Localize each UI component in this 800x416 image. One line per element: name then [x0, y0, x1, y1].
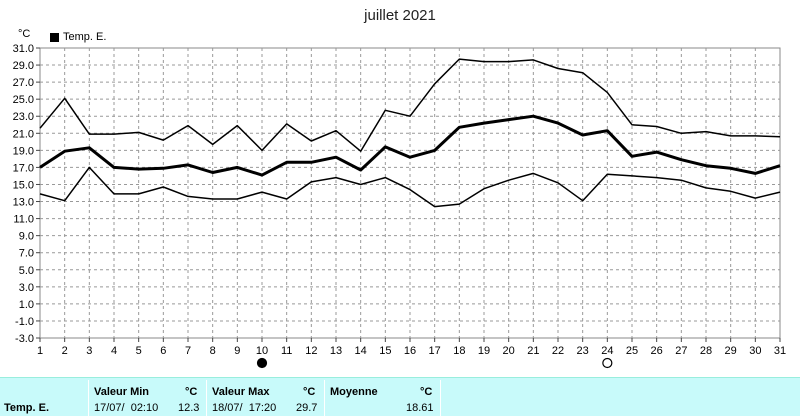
x-tick-label: 1: [37, 345, 43, 357]
x-tick-label: 20: [503, 345, 515, 357]
x-tick-label: 18: [453, 345, 465, 357]
y-tick-label: 23.0: [13, 111, 34, 123]
x-tick-label: 3: [86, 345, 92, 357]
y-tick-label: -1.0: [15, 316, 34, 328]
x-tick-label: 12: [305, 345, 317, 357]
y-tick-label: -3.0: [15, 333, 34, 345]
x-tick-label: 27: [675, 345, 687, 357]
x-tick-label: 4: [111, 345, 117, 357]
min-header: Valeur Min: [94, 386, 150, 398]
new-moon-icon: [602, 357, 613, 369]
stats-table: Temp. E. Valeur Min °C 17/07/ 02:10 12.3…: [0, 377, 800, 416]
y-tick-label: 17.0: [13, 162, 34, 174]
legend-swatch: [50, 32, 59, 42]
y-tick-label: 3.0: [19, 282, 34, 294]
max-unit: °C: [303, 386, 316, 398]
x-tick-label: 19: [478, 345, 490, 357]
x-tick-label: 31: [774, 345, 786, 357]
y-tick-label: 9.0: [19, 231, 34, 243]
min-unit: °C: [185, 386, 198, 398]
x-tick-label: 17: [429, 345, 441, 357]
series-line-min: [39, 166, 781, 208]
series-line-moyenne: [39, 114, 781, 177]
x-tick-label: 8: [210, 345, 216, 357]
avg-value: 18.61: [406, 402, 434, 414]
y-tick-label: 13.0: [13, 197, 34, 209]
y-tick-label: 25.0: [13, 94, 34, 106]
x-tick-label: 22: [552, 345, 564, 357]
y-tick-label: 27.0: [13, 77, 34, 89]
x-tick-label: 23: [577, 345, 589, 357]
stats-divider: [324, 380, 325, 416]
x-tick-label: 29: [725, 345, 737, 357]
y-tick-label: 7.0: [19, 248, 34, 260]
legend: Temp. E.: [50, 31, 106, 43]
stats-divider: [206, 380, 207, 416]
y-tick-label: 15.0: [13, 179, 34, 191]
x-tick-label: 25: [626, 345, 638, 357]
y-tick-label: 11.0: [13, 214, 34, 226]
x-tick-label: 24: [601, 345, 613, 357]
min-value: 12.3: [178, 402, 200, 414]
max-date: 18/07/ 17:20: [212, 402, 277, 414]
y-tick-label: 21.0: [13, 128, 34, 140]
y-tick-label: 29.0: [13, 60, 34, 72]
temperature-chart: 31.029.027.025.023.021.019.017.015.013.0…: [13, 43, 786, 369]
x-tick-label: 26: [651, 345, 663, 357]
max-value: 29.7: [296, 402, 318, 414]
x-tick-label: 13: [330, 345, 342, 357]
x-tick-label: 28: [700, 345, 712, 357]
max-header: Valeur Max: [212, 386, 270, 398]
x-tick-label: 15: [379, 345, 391, 357]
x-tick-label: 7: [185, 345, 191, 357]
x-tick-label: 5: [136, 345, 142, 357]
y-axis-unit: °C: [18, 28, 31, 40]
full-moon-icon: [256, 357, 268, 369]
y-tick-label: 31.0: [13, 43, 34, 55]
x-tick-label: 10: [256, 345, 268, 357]
y-tick-label: 19.0: [13, 145, 34, 157]
avg-header: Moyenne: [330, 386, 378, 398]
chart-title: juillet 2021: [364, 7, 436, 24]
min-date: 17/07/ 02:10: [94, 402, 159, 414]
x-tick-label: 21: [527, 345, 539, 357]
series-line-max: [39, 58, 781, 152]
stats-divider: [88, 380, 89, 416]
x-tick-label: 6: [160, 345, 166, 357]
avg-unit: °C: [420, 386, 433, 398]
x-tick-label: 9: [234, 345, 240, 357]
chart-area: 31.0 29.0 27.0 25.0 23.0 21.0 19.0 17.0 15.0 13.0…: [13, 43, 786, 369]
stats-row-label: Temp. E.: [4, 402, 50, 414]
x-tick-label: 16: [404, 345, 416, 357]
x-tick-label: 2: [62, 345, 68, 357]
stats-divider: [440, 380, 441, 416]
y-tick-label: 5.0: [19, 265, 34, 277]
y-tick-label: 1.0: [19, 299, 34, 311]
x-tick-label: 11: [281, 345, 292, 357]
legend-label: Temp. E.: [63, 31, 107, 43]
x-tick-label: 14: [355, 345, 367, 357]
x-tick-label: 30: [749, 345, 761, 357]
